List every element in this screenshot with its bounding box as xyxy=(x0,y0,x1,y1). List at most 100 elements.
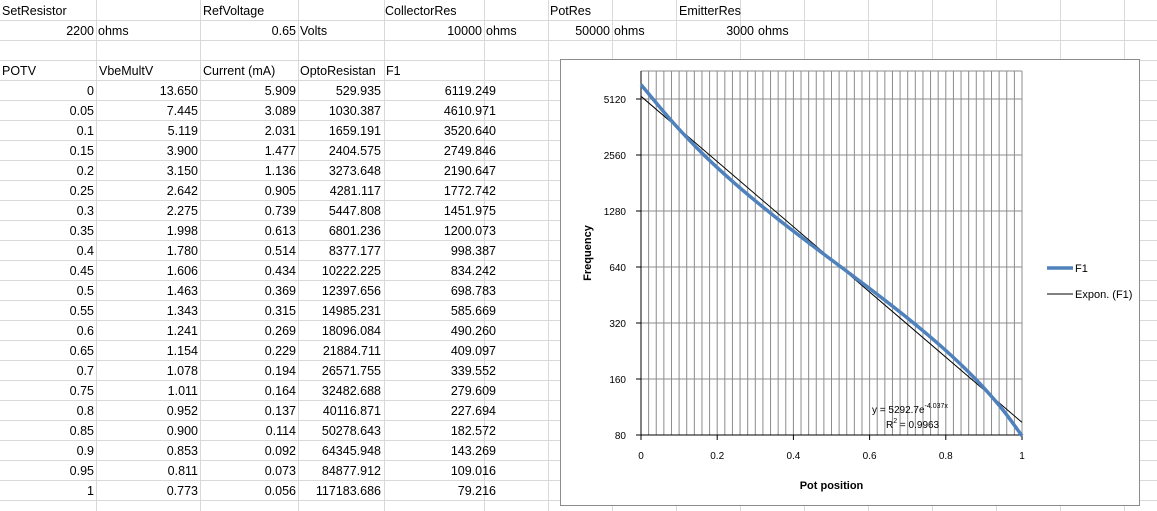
table-cell[interactable]: 0.55 xyxy=(69,304,94,318)
table-cell[interactable]: 3.150 xyxy=(166,164,198,178)
table-cell[interactable]: 32482.688 xyxy=(321,384,381,398)
table-cell[interactable]: 1.011 xyxy=(167,384,198,398)
table-cell[interactable]: 0.811 xyxy=(167,464,198,478)
table-cell[interactable]: 0.35 xyxy=(69,224,94,238)
table-cell[interactable]: 0.85 xyxy=(69,424,94,438)
table-cell[interactable]: 3273.648 xyxy=(328,164,381,178)
table-cell[interactable]: 3520.640 xyxy=(443,124,496,138)
table-cell[interactable]: 0.514 xyxy=(264,244,296,258)
table-cell[interactable]: 5447.808 xyxy=(328,204,381,218)
param-unit-collector-res[interactable]: ohms xyxy=(486,24,517,38)
table-cell[interactable]: 0.8 xyxy=(76,404,94,418)
table-cell[interactable]: 4281.117 xyxy=(329,184,381,198)
table-cell[interactable]: 0.092 xyxy=(264,444,296,458)
table-cell[interactable]: 1.463 xyxy=(166,284,198,298)
table-cell[interactable]: 1.998 xyxy=(166,224,198,238)
param-value-ref-voltage[interactable]: 0.65 xyxy=(271,24,296,38)
table-cell[interactable]: 0.65 xyxy=(69,344,94,358)
param-unit-emitter-res[interactable]: ohms xyxy=(758,24,789,38)
table-cell[interactable]: 2404.575 xyxy=(328,144,381,158)
table-header[interactable]: VbeMultV xyxy=(99,64,154,78)
table-cell[interactable]: 0.056 xyxy=(264,484,296,498)
table-cell[interactable]: 0.613 xyxy=(264,224,296,238)
table-cell[interactable]: 279.609 xyxy=(450,384,496,398)
table-cell[interactable]: 0.25 xyxy=(69,184,94,198)
table-cell[interactable]: 84877.912 xyxy=(321,464,381,478)
table-cell[interactable]: 26571.755 xyxy=(321,364,381,378)
table-cell[interactable]: 109.016 xyxy=(450,464,496,478)
table-cell[interactable]: 0.4 xyxy=(76,244,94,258)
table-header[interactable]: F1 xyxy=(386,64,401,78)
table-cell[interactable]: 8377.177 xyxy=(328,244,381,258)
table-cell[interactable]: 0.229 xyxy=(264,344,296,358)
table-cell[interactable]: 0.952 xyxy=(166,404,198,418)
table-cell[interactable]: 40116.871 xyxy=(322,404,381,418)
table-cell[interactable]: 1.136 xyxy=(264,164,296,178)
param-label-ref-voltage[interactable]: RefVoltage xyxy=(203,4,265,18)
table-cell[interactable]: 2.031 xyxy=(264,124,296,138)
table-cell[interactable]: 0.369 xyxy=(264,284,296,298)
table-cell[interactable]: 0.773 xyxy=(166,484,198,498)
table-cell[interactable]: 3.900 xyxy=(166,144,198,158)
table-cell[interactable]: 6801.236 xyxy=(328,224,381,238)
table-header[interactable]: Current (mA) xyxy=(203,64,276,78)
table-cell[interactable]: 1659.191 xyxy=(328,124,381,138)
table-cell[interactable]: 0.137 xyxy=(264,404,296,418)
table-header[interactable]: OptoResistan xyxy=(300,64,376,78)
table-cell[interactable]: 14985.231 xyxy=(321,304,381,318)
param-unit-set-resistor[interactable]: ohms xyxy=(98,24,129,38)
table-cell[interactable]: 10222.225 xyxy=(321,264,381,278)
table-cell[interactable]: 0.315 xyxy=(264,304,296,318)
table-cell[interactable]: 1.154 xyxy=(166,344,198,358)
table-cell[interactable]: 50278.643 xyxy=(321,424,381,438)
table-cell[interactable]: 7.445 xyxy=(166,104,198,118)
table-cell[interactable]: 529.935 xyxy=(335,84,381,98)
table-cell[interactable]: 1 xyxy=(87,484,94,498)
table-cell[interactable]: 1772.742 xyxy=(443,184,496,198)
table-cell[interactable]: 1.078 xyxy=(166,364,198,378)
table-cell[interactable]: 143.269 xyxy=(450,444,496,458)
chart-area[interactable]: 80 160 320 640 1280 2560 5120 0 0.2 0.4 0.6 0.8 1 y… xyxy=(560,59,1140,506)
table-cell[interactable]: 0.114 xyxy=(265,424,296,438)
table-cell[interactable]: 0.739 xyxy=(264,204,296,218)
table-cell[interactable]: 13.650 xyxy=(159,84,198,98)
table-cell[interactable]: 0.15 xyxy=(69,144,94,158)
table-cell[interactable]: 117183.686 xyxy=(315,484,381,498)
table-cell[interactable]: 490.260 xyxy=(450,324,496,338)
table-cell[interactable]: 0.905 xyxy=(264,184,296,198)
table-cell[interactable]: 0.194 xyxy=(264,364,296,378)
table-cell[interactable]: 12397.656 xyxy=(321,284,381,298)
table-cell[interactable]: 0.45 xyxy=(69,264,94,278)
param-value-set-resistor[interactable]: 2200 xyxy=(66,24,94,38)
param-value-emitter-res[interactable]: 3000 xyxy=(726,24,754,38)
param-unit-ref-voltage[interactable]: Volts xyxy=(300,24,328,38)
param-value-collector-res[interactable]: 10000 xyxy=(447,24,482,38)
table-header[interactable]: POTV xyxy=(2,64,37,78)
table-cell[interactable]: 21884.711 xyxy=(322,344,381,358)
table-cell[interactable]: 0.5 xyxy=(76,284,94,298)
table-cell[interactable]: 0.900 xyxy=(166,424,198,438)
param-label-pot-res[interactable]: PotRes xyxy=(550,4,591,18)
table-cell[interactable]: 1.343 xyxy=(166,304,198,318)
table-cell[interactable]: 0.75 xyxy=(69,384,94,398)
table-cell[interactable]: 2.275 xyxy=(166,204,198,218)
table-cell[interactable]: 1.606 xyxy=(166,264,198,278)
table-cell[interactable]: 698.783 xyxy=(450,284,496,298)
table-cell[interactable]: 1.241 xyxy=(166,324,198,338)
table-cell[interactable]: 0 xyxy=(87,84,94,98)
table-cell[interactable]: 2190.647 xyxy=(443,164,496,178)
table-cell[interactable]: 339.552 xyxy=(450,364,496,378)
table-cell[interactable]: 4610.971 xyxy=(443,104,496,118)
table-cell[interactable]: 2.642 xyxy=(166,184,198,198)
table-cell[interactable]: 227.694 xyxy=(450,404,496,418)
table-cell[interactable]: 0.164 xyxy=(264,384,296,398)
table-cell[interactable]: 834.242 xyxy=(450,264,496,278)
table-cell[interactable]: 2749.846 xyxy=(443,144,496,158)
param-label-collector-res[interactable]: CollectorRes xyxy=(385,4,457,18)
table-cell[interactable]: 1451.975 xyxy=(443,204,496,218)
table-cell[interactable]: 6119.249 xyxy=(444,84,496,98)
table-cell[interactable]: 0.073 xyxy=(264,464,296,478)
param-label-emitter-res[interactable]: EmitterRes xyxy=(679,4,741,18)
table-cell[interactable]: 182.572 xyxy=(450,424,496,438)
